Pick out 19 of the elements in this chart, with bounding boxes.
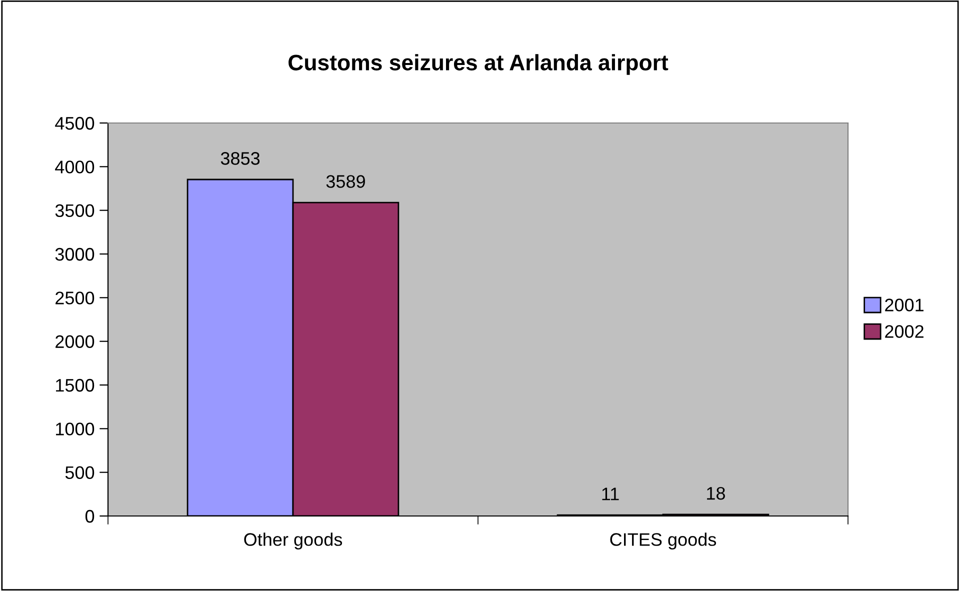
- x-tick-label: CITES goods: [610, 532, 716, 550]
- y-tick-label: 1000: [56, 422, 94, 436]
- y-tick-label: 3500: [55, 204, 94, 218]
- y-tick-label: 4500: [55, 116, 94, 130]
- legend-label: 2001: [885, 298, 924, 312]
- y-tick-label: 3000: [55, 248, 94, 261]
- legend-label: 2002: [885, 325, 924, 338]
- x-tick-label: Other goods: [244, 532, 342, 550]
- chart-title: Customs seizures at Arlanda airport: [288, 54, 668, 75]
- data-label: 18: [707, 486, 725, 500]
- data-label: 11: [602, 488, 619, 500]
- y-tick-label: 4000: [55, 160, 94, 174]
- data-label: 3853: [220, 152, 260, 165]
- y-tick-label: 0: [85, 510, 94, 523]
- y-tick-label: 1500: [56, 378, 94, 392]
- y-tick-label: 2500: [56, 292, 94, 304]
- data-label: 3589: [326, 175, 365, 188]
- y-tick-label: 500: [65, 466, 94, 480]
- y-tick-label: 2000: [56, 335, 94, 348]
